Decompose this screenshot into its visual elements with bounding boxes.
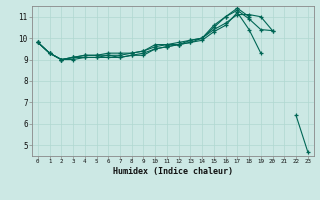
X-axis label: Humidex (Indice chaleur): Humidex (Indice chaleur) (113, 167, 233, 176)
